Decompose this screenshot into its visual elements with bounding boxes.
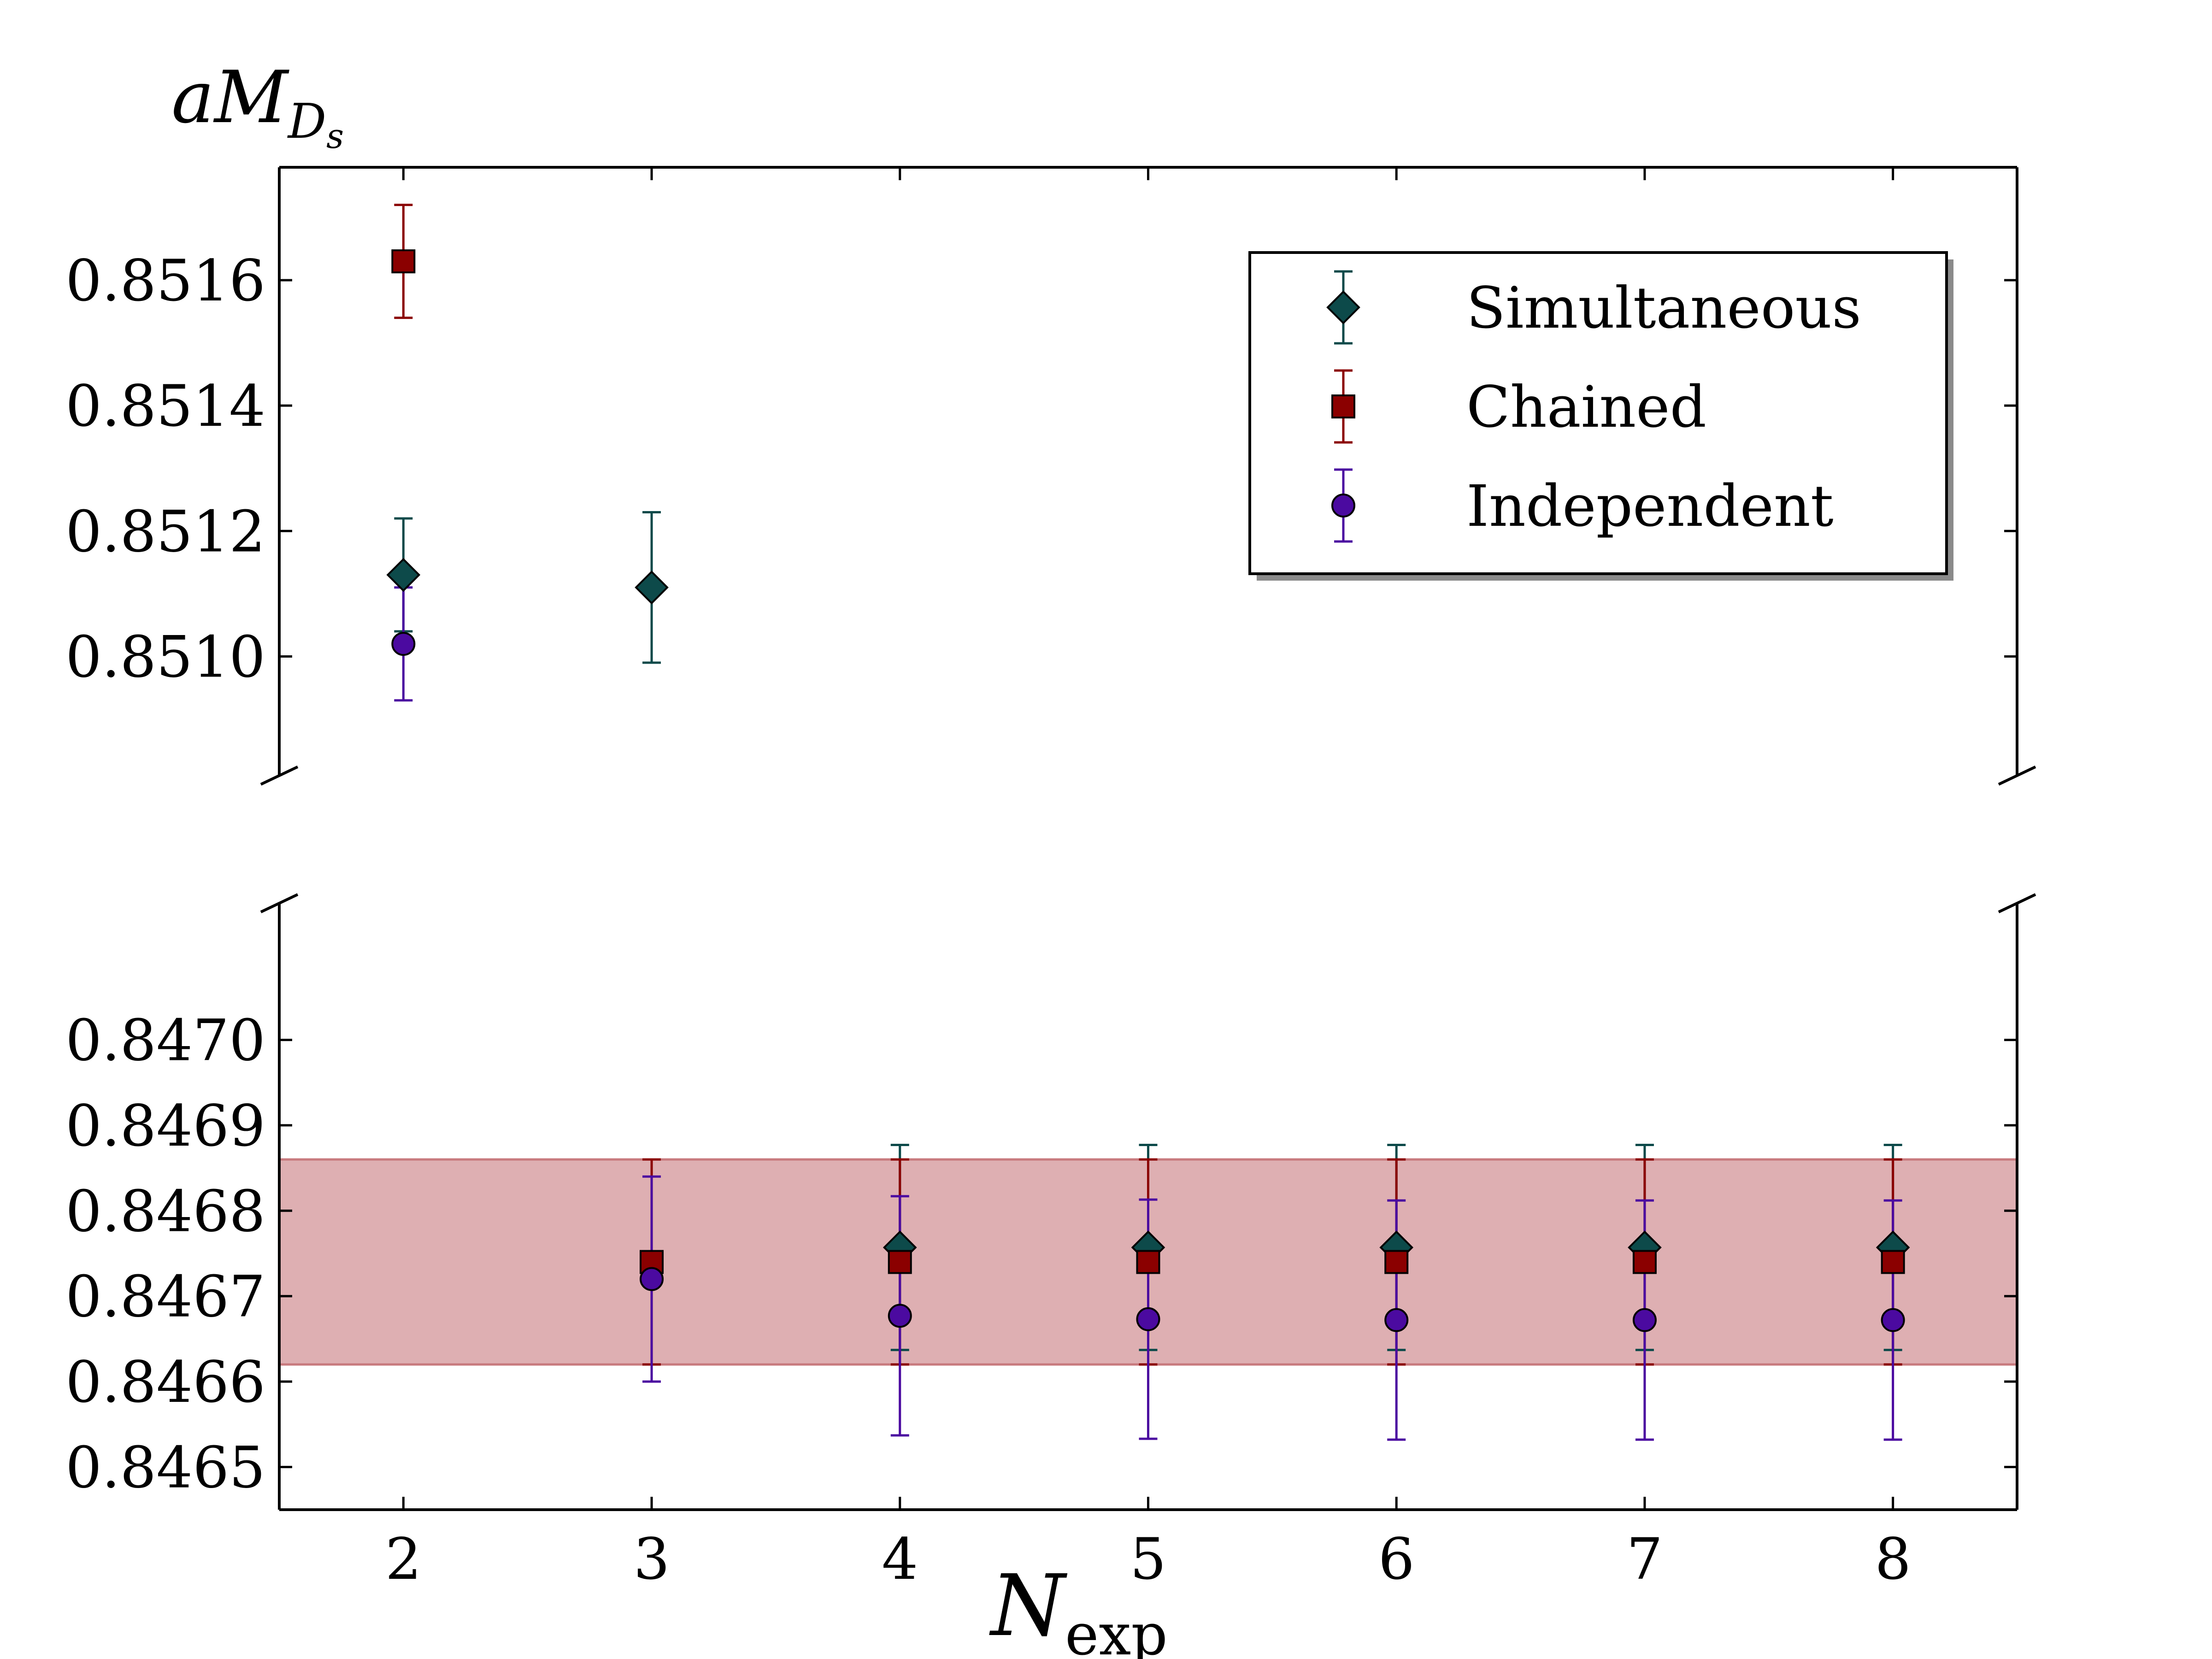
bottom-y-tick-label: 0.8469 [65, 1093, 265, 1159]
y-axis-label-subscript: D [287, 93, 326, 149]
chained-point [888, 1250, 912, 1274]
chained-point [1881, 1250, 1905, 1274]
chained-point [391, 249, 416, 274]
simultaneous-point [635, 570, 669, 605]
svg-text:aMDs: aMDs [171, 55, 344, 156]
bottom-panel-axes [260, 893, 2036, 1511]
legend-simultaneous-marker [1326, 290, 1360, 324]
x-axis-label-main: N [989, 1557, 1068, 1655]
independent-point [1136, 1307, 1160, 1331]
top-y-tick-label: 0.8516 [65, 248, 265, 314]
simultaneous-point [386, 558, 421, 592]
legend-independent-label: Independent [1466, 473, 1834, 540]
chained-point [1632, 1250, 1657, 1274]
bottom-y-tick-label: 0.8468 [65, 1178, 265, 1245]
independent-point [391, 632, 416, 656]
independent-point [640, 1267, 664, 1291]
legend-box [1248, 251, 1948, 575]
x-tick-label: 4 [882, 1526, 918, 1593]
independent-point [888, 1304, 912, 1328]
x-axis-label-subscript: exp [1065, 1602, 1168, 1659]
top-y-tick-label: 0.8510 [65, 624, 265, 690]
top-y-tick-label: 0.8512 [65, 499, 265, 565]
top-panel-break-left [260, 765, 299, 786]
independent-point [1632, 1308, 1657, 1332]
x-axis-label: Nexp [989, 1557, 1168, 1659]
bottom-y-tick-label: 0.8465 [65, 1435, 265, 1501]
y-axis-label: aMDs [171, 55, 344, 156]
y-axis-label-subsubscript: s [326, 117, 344, 156]
bottom-y-tick-label: 0.8470 [65, 1008, 265, 1074]
axis-ticks: 0.8510 0.8512 0.8514 0.8516 0.8465 0.8466 0.84… [65, 167, 2017, 1593]
legend-simultaneous-label: Simultaneous [1466, 275, 1861, 341]
x-tick-label: 3 [634, 1526, 670, 1593]
x-tick-label: 2 [385, 1526, 422, 1593]
top-panel-break-right [1998, 765, 2036, 786]
x-tick-label: 6 [1378, 1526, 1415, 1593]
svg-text:Nexp: Nexp [989, 1557, 1168, 1659]
x-tick-label: 7 [1626, 1526, 1663, 1593]
y-axis-label-main: aM [171, 55, 289, 139]
chained-point [1136, 1250, 1160, 1274]
legend-chained-label: Chained [1466, 374, 1706, 441]
independent-point [1384, 1308, 1409, 1332]
bottom-panel-break-right [1998, 893, 2036, 913]
x-tick-label: 8 [1875, 1526, 1911, 1593]
bottom-y-tick-label: 0.8467 [65, 1264, 265, 1330]
bottom-panel-break-left [260, 893, 299, 913]
legend: Simultaneous Chained Independent [1248, 251, 1953, 581]
legend-independent-marker [1331, 494, 1355, 518]
independent-point [1881, 1308, 1905, 1332]
legend-chained-marker [1331, 394, 1355, 418]
chained-point [1384, 1250, 1409, 1274]
x-tick-label: 5 [1130, 1526, 1166, 1593]
top-y-tick-label: 0.8514 [65, 373, 265, 440]
legend-items: Simultaneous Chained Independent [1326, 270, 1861, 543]
data-markers [386, 249, 1910, 1332]
bottom-y-tick-label: 0.8466 [65, 1349, 265, 1416]
